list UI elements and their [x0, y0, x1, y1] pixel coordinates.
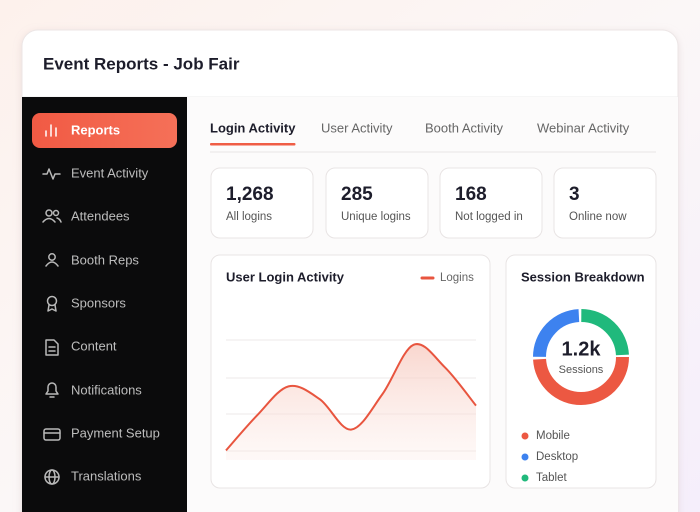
icon-sponsors: [46, 295, 58, 312]
stat-label: Unique logins: [341, 211, 411, 223]
stat-card: [325, 167, 429, 239]
menu-item[interactable]: Sponsors: [71, 295, 126, 310]
icon-reports: [45, 124, 57, 137]
stat-card: [439, 167, 543, 239]
donut-chart: Mobile Desktop Tablet: [521, 309, 629, 484]
menu-item[interactable]: Payment Setup: [71, 425, 160, 440]
stat-label: Online now: [569, 211, 627, 223]
tab[interactable]: Webinar Activity: [537, 120, 630, 135]
session-chart-card: [505, 254, 657, 489]
icon-content: [45, 339, 59, 356]
stat-card: [210, 167, 314, 239]
icon-booth-reps: [45, 253, 59, 267]
tab-bar: Login Activity User Activity Booth Activit…: [210, 120, 630, 146]
menu-item[interactable]: Content: [71, 338, 117, 353]
donut-center-value: 1.2k: [562, 338, 602, 360]
stat-label: Not logged in: [455, 211, 523, 223]
stat-value: 3: [569, 184, 580, 205]
sidebar-menu: Reports Event Activity Attendees Booth Reps…: [32, 113, 177, 483]
icon-notifications: [45, 382, 59, 398]
icon-attendees: [42, 209, 62, 223]
legend-label: Tablet: [536, 472, 567, 484]
legend-dot: [521, 474, 529, 482]
tab[interactable]: Login Activity: [210, 120, 296, 135]
donut-segment: [533, 309, 629, 405]
icon-payment: [43, 428, 61, 441]
legend-dot: [521, 453, 529, 461]
stat-cards: 1,268 All logins 285 Unique logins 168 Not lo…: [210, 167, 657, 239]
tab-underline: [210, 143, 296, 146]
sidebar-icons: [42, 124, 62, 485]
stat-value: 1,268: [226, 184, 274, 205]
chart-title: User Login Activity: [226, 269, 345, 284]
line-chart: Logins: [225, 272, 477, 460]
icon-activity: [42, 168, 61, 180]
legend-label: Mobile: [536, 430, 570, 442]
stat-value: 285: [341, 184, 373, 205]
donut-center-label: Sessions: [559, 364, 604, 376]
tab[interactable]: Booth Activity: [425, 120, 504, 135]
chart-title: Session Breakdown: [521, 269, 645, 284]
menu-item[interactable]: Notifications: [71, 382, 142, 397]
page-title: Event Reports - Job Fair: [43, 54, 240, 73]
menu-item[interactable]: Event Activity: [71, 165, 149, 180]
menu-item[interactable]: Translations: [71, 468, 142, 483]
active-menu-highlight: [32, 113, 177, 148]
stat-card: [553, 167, 657, 239]
menu-item[interactable]: Attendees: [71, 208, 130, 223]
menu-item[interactable]: Reports: [71, 122, 120, 137]
legend-label: Logins: [440, 272, 474, 284]
legend-dot: [521, 432, 529, 440]
tab[interactable]: User Activity: [321, 120, 393, 135]
line-area: [226, 344, 476, 460]
icon-translations: [44, 469, 60, 485]
menu-item[interactable]: Booth Reps: [71, 252, 139, 267]
legend-label: Desktop: [536, 451, 578, 463]
stat-label: All logins: [226, 211, 272, 223]
line-series: [225, 343, 477, 452]
stat-value: 168: [455, 184, 487, 205]
